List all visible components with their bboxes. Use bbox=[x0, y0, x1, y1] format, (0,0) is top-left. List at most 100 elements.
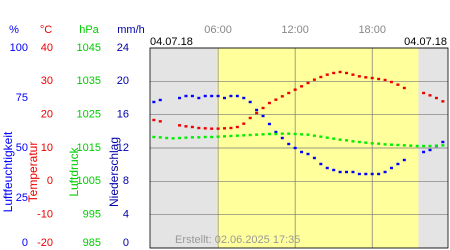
data-point bbox=[197, 96, 201, 100]
data-point bbox=[178, 124, 182, 127]
date-left: 04.07.18 bbox=[150, 36, 193, 48]
data-point bbox=[261, 106, 265, 110]
y-tick-label: 50 bbox=[16, 142, 28, 154]
data-point bbox=[223, 127, 226, 130]
data-point bbox=[229, 134, 233, 138]
data-point bbox=[203, 94, 207, 98]
data-point bbox=[255, 133, 259, 136]
data-point bbox=[364, 141, 368, 144]
y-tick-label: 12 bbox=[117, 142, 129, 154]
data-point bbox=[235, 94, 239, 98]
data-point bbox=[441, 140, 445, 144]
data-point bbox=[377, 172, 381, 176]
data-point bbox=[171, 137, 175, 140]
data-point bbox=[306, 152, 310, 156]
data-point bbox=[235, 134, 239, 137]
data-point bbox=[351, 170, 355, 174]
y-tick-label: 100 bbox=[10, 42, 28, 54]
data-point bbox=[428, 144, 432, 148]
axis-unit: % bbox=[9, 24, 19, 36]
data-point bbox=[332, 71, 336, 75]
data-point bbox=[152, 118, 156, 122]
data-point bbox=[158, 98, 162, 102]
y-tick-label: 1045 bbox=[77, 42, 101, 54]
data-point bbox=[364, 76, 368, 79]
y-tick-label: 20 bbox=[117, 75, 129, 87]
data-point bbox=[216, 135, 220, 138]
data-point bbox=[184, 136, 188, 139]
data-point bbox=[383, 170, 387, 174]
data-point bbox=[364, 172, 368, 176]
data-point bbox=[242, 96, 246, 100]
data-point bbox=[229, 126, 233, 130]
y-tick-label: 20 bbox=[41, 109, 53, 121]
data-point bbox=[338, 170, 342, 174]
y-tick-label: 0 bbox=[22, 237, 28, 249]
data-point bbox=[306, 81, 310, 85]
data-point bbox=[274, 132, 278, 136]
data-point bbox=[312, 78, 316, 81]
data-point bbox=[345, 170, 349, 174]
axis-unit: mm/h bbox=[117, 24, 145, 36]
data-point bbox=[223, 135, 226, 138]
data-point bbox=[332, 168, 336, 172]
data-point bbox=[229, 94, 233, 98]
y-tick-label: 4 bbox=[123, 209, 129, 221]
data-point bbox=[422, 144, 426, 148]
data-point bbox=[274, 98, 278, 101]
axis-title: Temperatur bbox=[26, 142, 40, 203]
data-point bbox=[242, 122, 246, 125]
data-point bbox=[203, 135, 207, 139]
data-point bbox=[422, 91, 426, 95]
data-point bbox=[351, 140, 355, 143]
data-point bbox=[255, 111, 259, 115]
data-point bbox=[152, 100, 156, 104]
data-point bbox=[190, 136, 194, 139]
data-point bbox=[293, 88, 297, 91]
data-point bbox=[184, 125, 188, 128]
y-tick-label: 1025 bbox=[77, 109, 101, 121]
data-point bbox=[267, 101, 271, 105]
data-point bbox=[197, 136, 201, 139]
data-point bbox=[389, 143, 393, 146]
data-point bbox=[280, 132, 284, 135]
y-tick-label: 0 bbox=[47, 175, 53, 187]
data-point bbox=[370, 142, 374, 145]
date-right: 04.07.18 bbox=[404, 36, 447, 48]
data-point bbox=[210, 94, 214, 98]
data-point bbox=[274, 130, 278, 134]
data-point bbox=[216, 94, 220, 98]
y-tick-label: 985 bbox=[83, 237, 101, 249]
data-point bbox=[293, 132, 297, 136]
data-point bbox=[422, 150, 426, 154]
data-point bbox=[357, 75, 361, 78]
data-point bbox=[261, 114, 265, 118]
data-point bbox=[415, 144, 419, 148]
data-point bbox=[396, 83, 400, 86]
data-point bbox=[203, 127, 207, 130]
data-point bbox=[338, 70, 342, 74]
data-point bbox=[325, 73, 329, 76]
data-point bbox=[441, 144, 445, 147]
data-point bbox=[280, 136, 284, 140]
data-point bbox=[370, 172, 374, 176]
y-tick-label: 1035 bbox=[77, 75, 101, 87]
data-point bbox=[312, 156, 316, 160]
data-point bbox=[332, 137, 336, 140]
data-point bbox=[345, 71, 349, 75]
data-point bbox=[351, 73, 355, 76]
y-tick-label: 25 bbox=[16, 192, 28, 204]
axis-unit: °C bbox=[40, 24, 52, 36]
y-tick-label: -10 bbox=[37, 209, 53, 221]
data-point bbox=[312, 134, 316, 137]
data-point bbox=[396, 143, 400, 147]
data-point bbox=[248, 100, 252, 104]
data-point bbox=[242, 134, 246, 137]
data-point bbox=[165, 136, 169, 140]
x-tick-label: 06:00 bbox=[204, 24, 232, 36]
y-tick-label: 24 bbox=[117, 42, 129, 54]
y-tick-label: -20 bbox=[37, 237, 53, 249]
data-point bbox=[280, 95, 284, 98]
data-point bbox=[267, 122, 271, 126]
